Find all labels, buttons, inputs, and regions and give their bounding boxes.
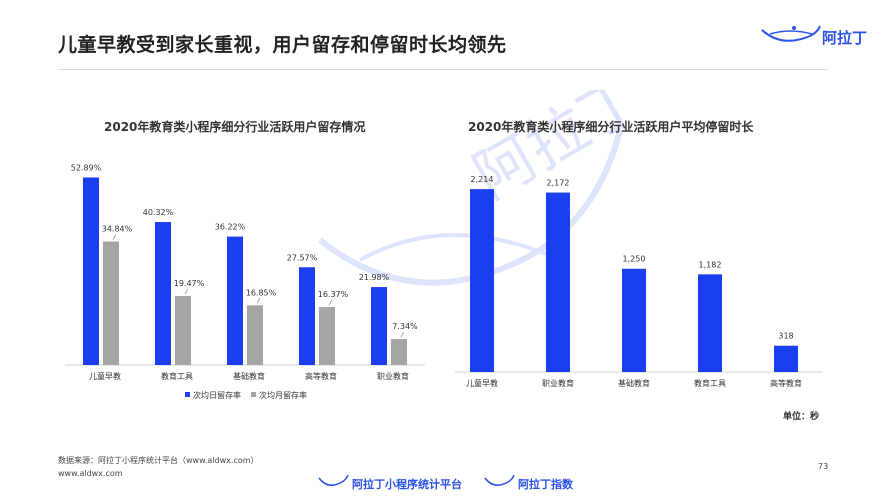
retention-bar-chart: 52.89% 34.84% 儿童早教 40.32% 19.47% 教育工具 36.22% 16… [65,163,425,400]
bar [155,222,171,365]
x-tick-label: 职业教育 [542,378,574,388]
x-tick-label: 教育工具 [161,371,193,381]
label-leader [328,299,333,306]
data-label: 16.85% [246,288,277,297]
bar [371,287,387,365]
data-source: 数据来源：阿拉丁小程序统计平台（www.aldwx.com） [58,456,259,465]
site-url: www.aldwx.com [58,469,123,478]
bar [391,338,407,365]
bar [546,192,570,372]
brand-name: 阿拉丁 [822,29,868,47]
data-label: 1,182 [699,260,722,269]
brand-logo-icon [761,25,821,42]
footer-platform: 阿拉丁小程序统计平台 [352,478,462,491]
bar [698,274,722,372]
bar [299,267,315,365]
label-leader [400,331,405,338]
data-label: 2,214 [471,175,494,184]
data-label: 27.57% [287,253,318,262]
label-leader [256,298,261,304]
legend-swatch [251,392,256,397]
legend-label: 次均月留存率 [259,390,307,400]
data-label: 2,172 [547,179,570,188]
unit-label: 单位：秒 [783,412,820,422]
label-leader [184,288,189,295]
data-label: 21.98% [359,273,390,282]
bar [622,268,646,372]
bar [175,295,191,365]
bar [83,177,99,365]
x-tick-label: 基础教育 [233,371,265,381]
x-tick-label: 儿童早教 [466,378,498,388]
bar [470,189,494,372]
x-tick-label: 教育工具 [694,378,726,388]
data-label: 36.22% [215,223,246,232]
data-label: 19.47% [174,279,205,288]
x-tick-label: 高等教育 [305,371,337,381]
data-label: 318 [778,332,793,341]
page-number: 73 [818,462,829,471]
chart-title-duration: 2020年教育类小程序细分行业活跃用户平均停留时长 [468,120,754,134]
data-label: 40.32% [143,208,174,217]
bar [774,345,798,372]
x-tick-label: 儿童早教 [89,371,121,381]
duration-bar-chart: 2,214 儿童早教 2,172 职业教育 1,250 基础教育 1,182 教育工具 318 高… [455,175,823,388]
data-label: 16.37% [318,290,349,299]
label-leader [112,234,117,240]
x-tick-label: 基础教育 [618,378,650,388]
index-logo-icon [484,474,515,486]
chart-title-retention: 2020年教育类小程序细分行业活跃用户留存情况 [104,120,366,134]
bar [227,236,243,365]
legend-swatch [185,392,190,397]
footer-index: 阿拉丁指数 [518,478,573,491]
bar [319,306,335,365]
platform-logo-icon [318,474,349,486]
x-tick-label: 职业教育 [377,371,409,381]
data-label: 1,250 [623,255,646,264]
title-divider [58,69,828,70]
data-label: 34.84% [102,224,133,233]
bar [103,241,119,365]
x-tick-label: 高等教育 [770,378,802,388]
bar [247,305,263,365]
data-label: 52.89% [71,163,102,172]
data-label: 7.34% [392,322,418,331]
legend-label: 次均日留存率 [193,390,241,400]
page-title: 儿童早教受到家长重视，用户留存和停留时长均领先 [58,34,507,56]
